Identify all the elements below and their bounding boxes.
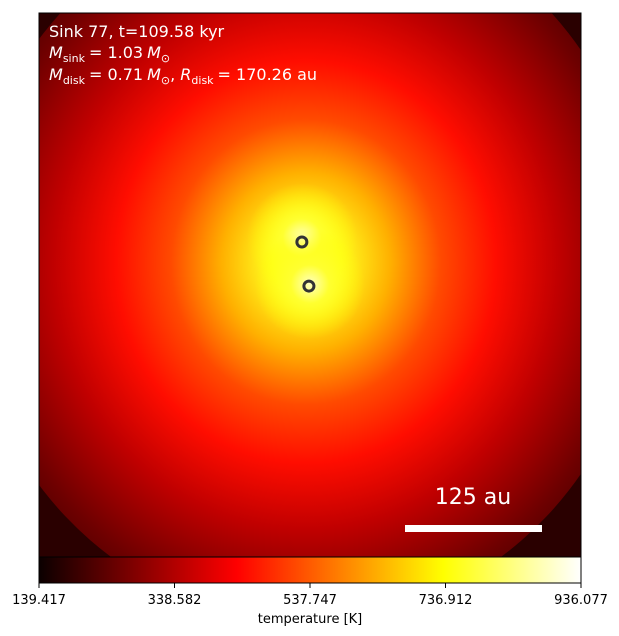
scale-bar [405,525,542,532]
colorbar-label: temperature [K] [258,612,363,627]
sink-marker [295,235,309,249]
disk-annotation: Mdisk = 0.71 M⊙, Rdisk = 170.26 au [49,65,317,87]
heatmap-panel [39,13,581,557]
colorbar-ticks: 139.417 338.582 537.747 736.912 936.077 [12,583,608,608]
sink-mass-annotation: Msink = 1.03 M⊙ [49,43,170,65]
colorbar-tick-label: 338.582 [148,593,202,608]
sink-markers [295,235,316,293]
colorbar-tick-label: 736.912 [419,593,473,608]
scale-bar-label: 125 au [435,485,511,510]
colorbar-tick-label: 936.077 [554,593,608,608]
sink-marker [302,279,316,293]
colorbar-tick-label: 139.417 [12,593,66,608]
hot-core-lower [255,229,365,339]
title-line: Sink 77, t=109.58 kyr [49,22,225,41]
colorbar [38,556,582,584]
colorbar-tick-label: 537.747 [283,593,337,608]
